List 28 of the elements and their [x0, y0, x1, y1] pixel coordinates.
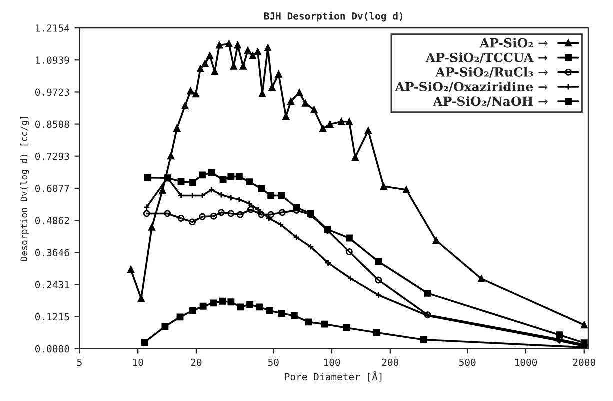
x-tick-label: 20 [191, 358, 202, 366]
x-axis-title: Pore Diameter [Å] [285, 371, 382, 382]
y-tick-label: 0.2431 [35, 281, 70, 289]
y-tick-label: 0.6077 [35, 184, 70, 192]
y-tick-label: 1.0939 [36, 56, 70, 64]
x-tick-label: 50 [268, 358, 279, 366]
x-tick-label: 200 [382, 358, 399, 366]
legend-label: AP-SiO₂/NaOH → [433, 96, 548, 108]
y-tick-label: 0.4862 [35, 217, 70, 224]
legend-label: AP-SiO₂ → [480, 38, 548, 48]
y-tick-label: 0.9723 [35, 88, 70, 96]
y-tick-label: 0.3646 [35, 249, 70, 256]
x-tick-label: 5 [77, 358, 82, 366]
y-tick-label: 0.0000 [35, 345, 70, 353]
x-tick-label: 500 [460, 358, 476, 366]
y-axis-title: Desorption Dv(log d) [cc/g] [20, 117, 30, 262]
legend-label: AP-SiO₂/Oxaziridine → [395, 82, 548, 93]
legend-label: AP-SiO₂/RuCl₃ → [436, 67, 548, 78]
y-tick-label: 0.8508 [35, 120, 70, 128]
y-tick-label: 1.2154 [36, 24, 70, 32]
y-tick-label: 0.1215 [35, 313, 70, 321]
legend-label: AP-SiO₂/TCCUA → [426, 52, 548, 64]
x-tick-label: 2000 [573, 358, 596, 366]
x-tick-label: 100 [324, 358, 340, 366]
x-tick-label: 1000 [515, 358, 538, 366]
x-tick-label: 10 [133, 358, 144, 366]
y-tick-label: 0.7293 [35, 152, 70, 160]
chart-title: BJH Desorption Dv(log d) [264, 12, 403, 22]
